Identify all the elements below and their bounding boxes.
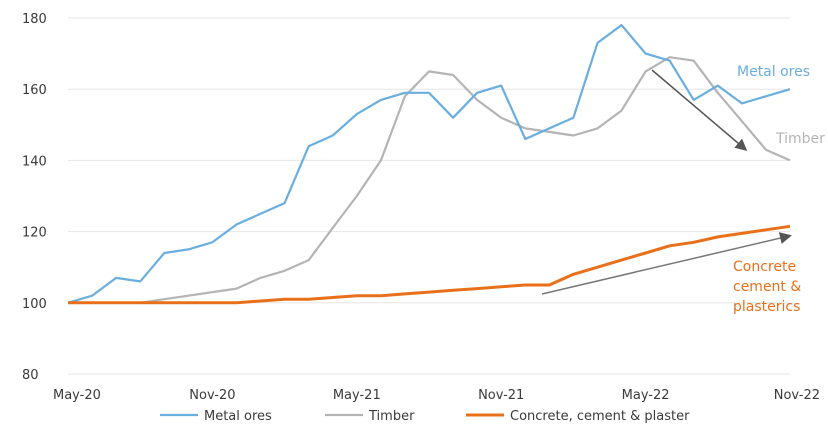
series-line-metal-ores bbox=[67, 24, 791, 304]
x-tick-label: May-20 bbox=[53, 388, 101, 403]
x-tick-label: May-21 bbox=[333, 388, 381, 403]
y-axis-ticks: 80 100 120 140 160 180 bbox=[22, 12, 47, 383]
x-tick-label: May-22 bbox=[622, 388, 670, 403]
series-annotations: Metal ores Timber Concrete cement & plasteri… bbox=[733, 64, 825, 315]
metal-ores-annotation: Metal ores bbox=[737, 64, 810, 80]
legend: Metal ores Timber Concrete, cement & plast… bbox=[160, 409, 690, 424]
concrete-annotation: Concrete cement & plasterics bbox=[733, 259, 801, 315]
legend-label: Metal ores bbox=[204, 409, 272, 424]
y-tick-label: 100 bbox=[22, 297, 47, 312]
x-tick-label: Nov-20 bbox=[189, 388, 235, 403]
legend-label: Timber bbox=[368, 409, 415, 424]
y-tick-label: 160 bbox=[22, 83, 47, 98]
x-tick-label: Nov-21 bbox=[478, 388, 524, 403]
y-tick-label: 180 bbox=[22, 12, 47, 27]
y-tick-label: 80 bbox=[22, 368, 39, 383]
legend-label: Concrete, cement & plaster bbox=[510, 409, 690, 424]
timber-annotation: Timber bbox=[775, 131, 825, 147]
y-tick-label: 120 bbox=[22, 226, 47, 241]
trend-arrows bbox=[541, 69, 792, 295]
series-line-concrete-cement-plaster bbox=[68, 224, 791, 305]
x-tick-label: Nov-22 bbox=[774, 388, 820, 403]
x-axis-ticks: May-20 Nov-20 May-21 Nov-21 May-22 Nov-22 bbox=[53, 388, 820, 403]
downward-trend-arrow bbox=[651, 69, 748, 151]
series-lines bbox=[67, 24, 791, 305]
upward-trend-arrow bbox=[541, 232, 792, 295]
y-tick-label: 140 bbox=[22, 154, 47, 169]
series-line-timber bbox=[68, 56, 791, 304]
